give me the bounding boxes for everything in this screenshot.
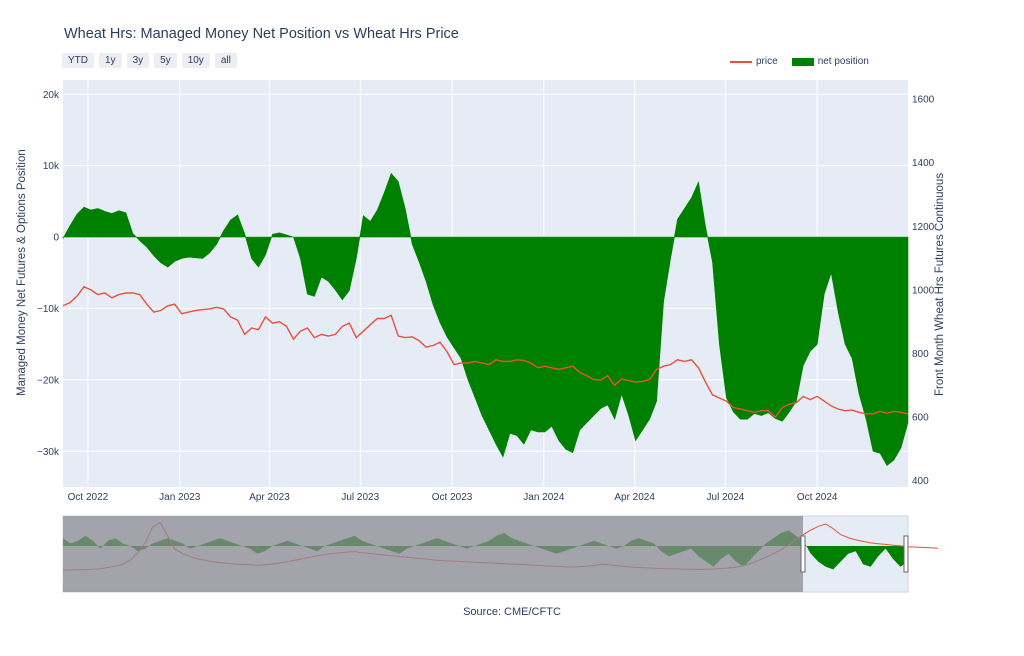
range-button-1y[interactable]: 1y — [99, 53, 122, 68]
x-tick-label: Oct 2022 — [68, 492, 109, 503]
y-left-tick-label: −10k — [37, 304, 60, 315]
y-right-tick-label: 1400 — [912, 158, 935, 169]
chart-title: Wheat Hrs: Managed Money Net Position vs… — [64, 26, 459, 42]
x-tick-label: Apr 2023 — [249, 492, 290, 503]
source-note: Source: CME/CFTC — [463, 606, 561, 618]
x-tick-label: Apr 2024 — [614, 492, 655, 503]
net-position-layer — [62, 172, 909, 467]
range-button-5y[interactable]: 5y — [154, 53, 177, 68]
slider-mask — [63, 516, 803, 592]
x-tick-label: Oct 2023 — [432, 492, 473, 503]
x-axis: Oct 2022 Jan 2023 Apr 2023 Jul 2023 Oct 2023… — [68, 492, 838, 503]
legend-price-label: price — [756, 56, 778, 67]
legend-item-net-position[interactable]: net position — [791, 56, 869, 67]
y-right-tick-label: 1600 — [912, 95, 935, 106]
x-tick-label: Jan 2023 — [159, 492, 201, 503]
x-tick-label: Jul 2024 — [707, 492, 745, 503]
y-left-tick-label: −30k — [37, 447, 60, 458]
slider-handle-left — [800, 535, 806, 573]
y-right-tick-label: 400 — [912, 476, 929, 487]
range-button-3y[interactable]: 3y — [126, 53, 150, 68]
legend-net-position-label: net position — [817, 56, 869, 67]
y-axis-right: 1600 1400 1200 1000 800 600 400 — [912, 95, 935, 488]
x-tick-label: Oct 2024 — [797, 492, 838, 503]
y-axis-left: 20k 10k 0 −10k −20k −30k — [37, 90, 60, 458]
y-left-tick-label: 0 — [53, 233, 59, 244]
y-left-tick-label: 10k — [43, 161, 60, 172]
y-left-tick-label: −20k — [37, 375, 60, 386]
legend-item-price[interactable]: price — [730, 56, 778, 67]
net-position-area — [62, 172, 909, 467]
y-right-tick-label: 600 — [912, 413, 929, 424]
slider-handle-right — [903, 535, 909, 573]
y-right-tick-label: 800 — [912, 349, 929, 360]
y-right-tick-label: 1000 — [912, 285, 935, 296]
range-selector: YTD 1y 3y 5y 10y all — [62, 53, 237, 68]
range-button-ytd[interactable]: YTD — [62, 53, 94, 68]
x-tick-label: Jul 2023 — [341, 492, 379, 503]
legend: price net position — [730, 56, 869, 67]
price-line — [62, 285, 909, 419]
y-right-tick-label: 1200 — [912, 222, 935, 233]
y-left-tick-label: 20k — [43, 90, 60, 101]
legend-net-position-swatch — [791, 57, 814, 66]
range-slider[interactable] — [62, 515, 938, 593]
range-button-all[interactable]: all — [214, 53, 237, 68]
legend-price-swatch — [730, 60, 752, 63]
price-layer — [62, 285, 909, 419]
x-tick-label: Jan 2024 — [523, 492, 565, 503]
range-button-10y[interactable]: 10y — [181, 53, 210, 68]
